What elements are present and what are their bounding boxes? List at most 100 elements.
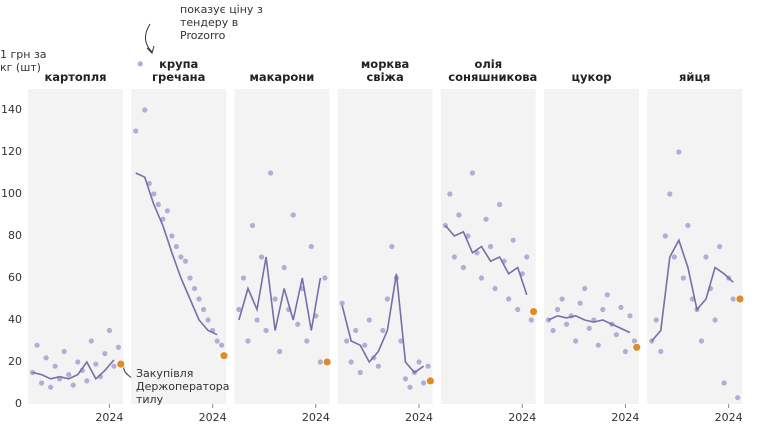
price-point xyxy=(205,317,211,323)
price-point xyxy=(196,296,202,302)
price-point xyxy=(290,212,296,218)
trend-line xyxy=(238,256,322,331)
price-point xyxy=(631,338,638,344)
price-point xyxy=(353,327,359,334)
price-point xyxy=(460,264,467,271)
price-point xyxy=(133,128,139,134)
price-point xyxy=(420,380,427,386)
price-point xyxy=(622,348,629,355)
arrow-head xyxy=(146,45,155,54)
price-point xyxy=(671,254,677,260)
price-point xyxy=(564,321,570,327)
price-point xyxy=(249,222,256,229)
price-point xyxy=(317,359,323,365)
price-point xyxy=(362,342,368,348)
price-point xyxy=(34,342,40,348)
price-point xyxy=(402,376,409,382)
panel-background xyxy=(647,89,743,404)
price-point xyxy=(600,306,606,313)
price-point xyxy=(344,338,350,344)
price-point xyxy=(716,243,723,250)
price-point xyxy=(182,258,189,264)
x-tick-label: 2024 xyxy=(302,411,330,424)
arrow xyxy=(123,364,133,379)
price-point xyxy=(595,342,601,348)
price-point xyxy=(61,348,67,355)
panel-background xyxy=(28,89,123,404)
price-point xyxy=(88,338,94,344)
price-point xyxy=(515,306,521,313)
state-purchase-point xyxy=(322,357,332,367)
price-point xyxy=(375,363,381,369)
price-point xyxy=(550,327,556,334)
price-point xyxy=(102,351,108,357)
price-point xyxy=(43,355,49,361)
price-point xyxy=(348,359,354,365)
price-point xyxy=(366,317,372,323)
price-point xyxy=(425,363,431,369)
price-point xyxy=(111,363,117,369)
panel-title: макарони xyxy=(249,70,315,84)
price-point xyxy=(559,296,565,302)
y-tick-label: 80 xyxy=(8,229,22,242)
price-point xyxy=(469,170,476,176)
price-point xyxy=(407,384,413,390)
price-point xyxy=(524,254,530,260)
price-point xyxy=(627,313,633,319)
price-point xyxy=(258,254,265,260)
trend-line xyxy=(341,273,425,374)
price-point xyxy=(137,61,143,67)
annotation: Кожна точка показує ціну з тендеру в Pro… xyxy=(180,0,263,42)
price-point xyxy=(322,275,328,281)
price-point xyxy=(447,191,453,197)
price-point xyxy=(173,243,180,250)
price-point xyxy=(582,285,588,292)
price-point xyxy=(528,317,534,323)
price-point xyxy=(169,233,175,239)
price-point xyxy=(308,243,314,250)
x-tick-label: 2024 xyxy=(95,411,123,424)
x-tick-label: 2024 xyxy=(508,411,536,424)
price-point xyxy=(662,233,668,239)
price-point xyxy=(613,332,619,338)
x-tick-label: 2024 xyxy=(715,411,743,424)
state-purchase-point xyxy=(219,351,229,361)
price-point xyxy=(75,359,81,365)
price-point xyxy=(272,296,278,302)
price-point xyxy=(214,338,220,344)
y-tick-label: 140 xyxy=(1,103,22,116)
price-point xyxy=(240,275,247,281)
price-point xyxy=(573,338,579,344)
y-tick-label: 100 xyxy=(1,187,22,200)
price-point xyxy=(680,275,686,281)
trend-line xyxy=(548,314,631,334)
price-point xyxy=(151,191,157,197)
price-point xyxy=(70,382,76,388)
price-point xyxy=(398,338,404,344)
price-point xyxy=(200,306,207,313)
panel-background xyxy=(544,89,639,404)
trend-line xyxy=(32,359,115,381)
price-point xyxy=(451,254,457,260)
y-tick-label: 120 xyxy=(1,145,22,158)
state-purchase-point xyxy=(632,342,642,352)
price-point xyxy=(380,327,386,334)
price-point xyxy=(456,212,462,218)
price-point xyxy=(142,107,148,113)
x-tick-label: 2024 xyxy=(405,411,433,424)
price-point xyxy=(295,321,301,327)
panel-title: яйця xyxy=(679,70,711,84)
x-tick-label: 2024 xyxy=(611,411,639,424)
price-point xyxy=(658,348,664,355)
price-point xyxy=(339,300,345,306)
price-point xyxy=(187,275,193,281)
panel-title: картопля xyxy=(44,70,107,84)
price-point xyxy=(106,327,113,334)
panel-title: крупа гречана xyxy=(151,57,206,84)
price-point xyxy=(254,317,260,323)
price-point xyxy=(618,304,624,310)
x-tick-label: 2024 xyxy=(199,411,227,424)
y-tick-label: 40 xyxy=(8,313,22,326)
price-point xyxy=(510,237,516,243)
